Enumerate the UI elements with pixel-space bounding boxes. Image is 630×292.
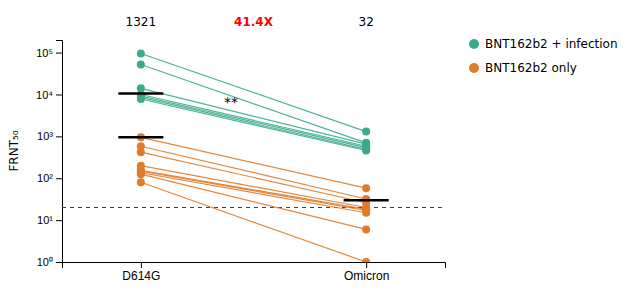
legend-swatch (469, 63, 479, 73)
y-tick: 10¹ (37, 214, 62, 226)
median-bar (344, 199, 389, 202)
y-tick-label: 10⁴ (36, 89, 53, 101)
x-axis-line (63, 263, 446, 269)
x-tick-mark (141, 262, 142, 268)
y-tick-mark (56, 262, 62, 263)
pair-line (141, 171, 366, 210)
x-tick: Omicron (344, 262, 389, 283)
legend-label: BNT162b2 only (485, 61, 577, 75)
y-tick: 10³ (37, 130, 62, 142)
median-bar (118, 92, 163, 95)
pair-line (141, 88, 366, 144)
x-tick-mark (366, 262, 367, 268)
y-tick: 10⁴ (36, 89, 62, 101)
pair-line (141, 170, 366, 209)
y-axis: 10⁰ 10¹ 10² 10³ 10⁴ 10⁵ (36, 41, 62, 269)
legend-label: BNT162b2 + infection (485, 37, 618, 51)
point (362, 209, 370, 217)
pair-line (141, 174, 366, 229)
y-tick-label: 10¹ (37, 214, 53, 226)
x-tick-label: Omicron (344, 269, 389, 283)
annotation: 32 (359, 15, 374, 29)
annotation: 41.4X (234, 15, 274, 29)
x-axis: D614G Omicron (63, 262, 446, 283)
x-tick: D614G (122, 262, 160, 283)
y-tick-label: 10³ (37, 130, 53, 142)
point (137, 178, 145, 186)
y-tick-mark (56, 94, 62, 95)
legend-swatch (469, 39, 479, 49)
y-tick: 10⁵ (36, 47, 62, 59)
point (137, 148, 145, 156)
y-tick-mark (56, 136, 62, 137)
pair-line (141, 97, 366, 149)
plot: 10⁰ 10¹ 10² 10³ 10⁴ 10⁵ D614G Omicron FRNT₅₀ 1321… (7, 15, 618, 283)
point (362, 128, 370, 136)
marks (62, 50, 445, 262)
point (362, 184, 370, 192)
x-tick-label: D614G (122, 269, 160, 283)
y-tick-mark (56, 220, 62, 221)
y-tick-label: 10⁵ (36, 47, 53, 59)
point (362, 258, 370, 262)
y-axis-line (56, 41, 63, 263)
point (362, 146, 370, 154)
point (362, 225, 370, 233)
y-tick-label: 10⁰ (37, 256, 53, 268)
reference-line (62, 207, 445, 208)
point (137, 50, 145, 58)
pair-line (141, 96, 366, 148)
median-bar (118, 136, 163, 139)
pair-line (141, 137, 366, 188)
point (137, 61, 145, 69)
pair-line (141, 173, 366, 213)
chart: 10⁰ 10¹ 10² 10³ 10⁴ 10⁵ D614G Omicron FRNT₅₀ 1321… (0, 0, 630, 292)
pair-line (141, 182, 366, 262)
point (137, 170, 145, 178)
point (137, 95, 145, 103)
y-tick-mark (56, 178, 62, 179)
annotation: 1321 (126, 15, 157, 29)
y-axis-title: FRNT₅₀ (7, 130, 21, 171)
pair-line (141, 94, 366, 146)
legend-item: BNT162b2 only (469, 61, 577, 75)
legend: BNT162b2 + infection BNT162b2 only (469, 37, 618, 75)
y-tick: 10² (37, 172, 62, 184)
significance: ** (224, 94, 238, 110)
pair-line (141, 99, 366, 150)
y-tick-mark (56, 53, 62, 54)
y-tick: 10⁰ (37, 256, 62, 268)
y-tick-label: 10² (37, 172, 53, 184)
legend-item: BNT162b2 + infection (469, 37, 618, 51)
